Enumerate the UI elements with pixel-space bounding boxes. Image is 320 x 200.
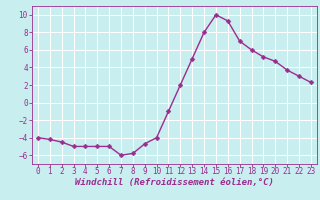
X-axis label: Windchill (Refroidissement éolien,°C): Windchill (Refroidissement éolien,°C) xyxy=(75,178,274,187)
